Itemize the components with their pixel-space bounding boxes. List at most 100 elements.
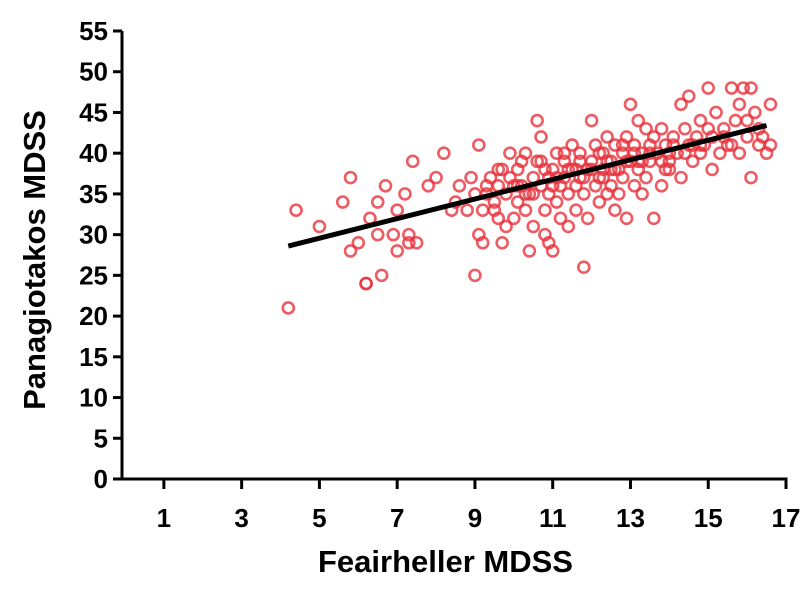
axes <box>120 31 788 481</box>
data-point <box>472 138 486 152</box>
data-point <box>639 170 653 185</box>
data-point <box>429 170 443 185</box>
data-point <box>359 276 373 291</box>
data-point <box>596 170 611 185</box>
data-point <box>491 162 506 177</box>
data-point <box>402 235 416 250</box>
y-tick-label: 25 <box>79 260 108 290</box>
data-point <box>405 154 420 169</box>
data-point <box>592 146 607 160</box>
data-point <box>437 146 451 160</box>
y-tick-label: 45 <box>79 97 108 127</box>
data-point <box>592 195 607 209</box>
x-tick-label: 17 <box>772 503 801 533</box>
data-point <box>409 235 424 250</box>
data-point <box>281 301 296 315</box>
data-point <box>398 187 412 201</box>
data-point <box>526 187 541 201</box>
data-point <box>475 235 490 250</box>
data-point <box>503 170 517 185</box>
data-point <box>452 178 467 193</box>
data-point <box>654 178 669 193</box>
data-point <box>724 81 739 95</box>
data-point <box>518 203 533 217</box>
data-point <box>378 178 393 193</box>
data-point <box>374 268 389 283</box>
x-axis-ticks: 1 3 5 7 9 11 13 15 17 <box>157 479 801 533</box>
data-point <box>351 235 366 250</box>
data-point <box>370 227 385 242</box>
y-tick-label: 15 <box>79 342 108 372</box>
data-point <box>487 203 502 217</box>
data-point <box>744 170 758 185</box>
data-point <box>561 219 576 234</box>
data-point <box>421 178 436 193</box>
data-point <box>701 81 716 95</box>
data-point <box>534 130 548 144</box>
data-point <box>678 121 692 136</box>
data-point <box>475 203 490 217</box>
regression-line <box>287 123 768 249</box>
data-point <box>530 113 544 128</box>
data-point <box>565 138 579 152</box>
data-point <box>495 235 509 250</box>
data-point <box>343 244 358 258</box>
data-point <box>580 211 595 226</box>
data-point <box>608 203 622 217</box>
data-point <box>615 170 630 185</box>
data-point <box>654 121 669 136</box>
data-point <box>479 178 494 193</box>
data-point <box>507 211 521 226</box>
data-point <box>619 211 634 226</box>
data-point <box>402 227 416 242</box>
data-point <box>674 97 688 112</box>
data-point <box>646 211 661 226</box>
data-point <box>705 162 719 177</box>
y-tick-label: 30 <box>79 220 108 250</box>
data-point <box>561 187 576 201</box>
y-tick-label: 20 <box>79 301 108 331</box>
data-point <box>639 121 653 136</box>
y-tick-label: 5 <box>94 423 108 453</box>
y-axis-ticks: 0 5 10 15 20 25 30 35 40 45 50 55 <box>79 16 122 494</box>
data-point <box>545 244 560 258</box>
data-point <box>522 244 537 258</box>
x-tick-label: 13 <box>616 503 645 533</box>
x-axis-title: Feairheller MDSS <box>318 544 573 579</box>
x-tick-label: 7 <box>390 503 404 533</box>
data-point <box>732 97 747 112</box>
data-point <box>557 146 572 160</box>
data-point <box>693 113 708 128</box>
data-point <box>685 154 700 169</box>
data-point <box>631 113 646 128</box>
x-tick-label: 15 <box>694 503 723 533</box>
data-point <box>289 203 303 217</box>
data-point <box>584 113 599 128</box>
data-points <box>281 81 778 315</box>
data-point <box>658 162 673 177</box>
data-point <box>763 138 778 152</box>
data-point <box>464 170 478 185</box>
y-tick-label: 10 <box>79 383 108 413</box>
data-point <box>623 97 638 112</box>
data-point <box>534 154 548 169</box>
data-point <box>538 203 552 217</box>
data-point <box>526 219 541 234</box>
data-point <box>755 130 770 144</box>
data-point <box>604 178 618 193</box>
data-point <box>390 244 404 258</box>
x-tick-label: 3 <box>234 503 248 533</box>
data-point <box>468 268 482 283</box>
y-tick-label: 35 <box>79 179 108 209</box>
y-tick-label: 50 <box>79 57 108 87</box>
x-tick-label: 1 <box>157 503 171 533</box>
data-point <box>577 187 591 201</box>
data-point <box>569 203 583 217</box>
y-tick-label: 0 <box>94 464 108 494</box>
data-point <box>386 227 401 242</box>
data-point <box>612 187 626 201</box>
data-point <box>744 81 758 95</box>
data-point <box>343 170 358 185</box>
data-point <box>728 113 743 128</box>
